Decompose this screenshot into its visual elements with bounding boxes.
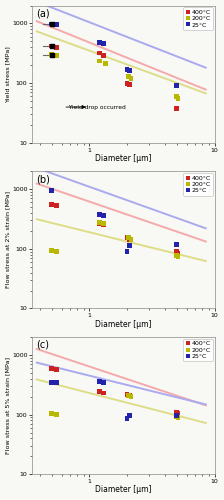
Y-axis label: Yield stress [MPa]: Yield stress [MPa]	[6, 46, 11, 102]
Y-axis label: Flow stress at 2% strain [MPa]: Flow stress at 2% strain [MPa]	[6, 192, 11, 288]
Point	[175, 92, 179, 100]
Point	[102, 212, 106, 220]
Point	[102, 220, 106, 228]
Point	[128, 392, 131, 400]
Point	[55, 379, 59, 387]
Point	[50, 410, 54, 418]
Point	[97, 378, 101, 386]
Point	[128, 242, 131, 250]
Point	[128, 412, 131, 420]
Point	[50, 42, 54, 50]
Point	[176, 414, 180, 422]
Point	[55, 20, 59, 28]
Point	[175, 248, 179, 256]
Point	[50, 200, 54, 208]
Point	[55, 410, 59, 418]
Point	[175, 408, 179, 416]
Legend: 400°C, 200°C, 25°C: 400°C, 200°C, 25°C	[183, 8, 213, 30]
Point	[102, 40, 106, 48]
Point	[102, 52, 106, 60]
Point	[97, 57, 101, 65]
Point	[125, 234, 129, 241]
Point	[55, 248, 59, 256]
Point	[127, 234, 130, 241]
Point	[50, 246, 54, 254]
Point	[50, 364, 54, 372]
Point	[50, 187, 54, 195]
X-axis label: Diameter [μm]: Diameter [μm]	[95, 320, 152, 328]
Point	[102, 378, 106, 386]
Point	[175, 105, 179, 113]
Point	[176, 94, 180, 102]
Point	[176, 252, 180, 260]
Point	[50, 378, 54, 386]
Point	[55, 52, 59, 60]
Point	[175, 252, 179, 260]
Point	[102, 220, 106, 228]
Point	[97, 38, 101, 46]
Point	[125, 66, 129, 74]
Y-axis label: Flow stress at 5% strain [MPa]: Flow stress at 5% strain [MPa]	[6, 357, 11, 454]
Point	[127, 392, 130, 400]
Point	[176, 410, 180, 418]
Point	[50, 50, 54, 58]
Point	[104, 60, 108, 68]
Point	[129, 74, 133, 82]
Point	[175, 82, 179, 90]
Point	[128, 66, 131, 74]
Point	[97, 210, 101, 218]
X-axis label: Diameter [μm]: Diameter [μm]	[95, 486, 152, 494]
X-axis label: Diameter [μm]: Diameter [μm]	[95, 154, 152, 163]
Point	[125, 415, 129, 423]
Point	[55, 201, 59, 209]
Text: (a): (a)	[36, 8, 50, 18]
Point	[55, 366, 59, 374]
Point	[127, 72, 130, 80]
Legend: 400°C, 200°C, 25°C: 400°C, 200°C, 25°C	[183, 339, 213, 361]
Point	[175, 412, 179, 420]
Point	[97, 388, 101, 396]
Point	[50, 20, 54, 28]
Point	[50, 50, 54, 58]
Point	[97, 219, 101, 227]
Legend: 400°C, 200°C, 25°C: 400°C, 200°C, 25°C	[183, 173, 213, 196]
Point	[102, 378, 106, 386]
Point	[129, 235, 133, 243]
Point	[125, 390, 129, 398]
Point	[128, 80, 131, 88]
Text: Yield drop occurred: Yield drop occurred	[65, 104, 126, 110]
Point	[175, 411, 179, 419]
Point	[97, 49, 101, 57]
Text: (b): (b)	[36, 174, 50, 184]
Point	[97, 378, 101, 386]
Point	[128, 235, 131, 243]
Point	[50, 42, 54, 50]
Point	[97, 218, 101, 226]
Point	[175, 240, 179, 248]
Point	[129, 392, 133, 400]
Point	[55, 43, 59, 51]
Point	[176, 249, 180, 257]
Point	[102, 389, 106, 397]
Point	[125, 248, 129, 256]
Text: (c): (c)	[36, 340, 49, 350]
Point	[125, 79, 129, 87]
Point	[50, 20, 54, 28]
